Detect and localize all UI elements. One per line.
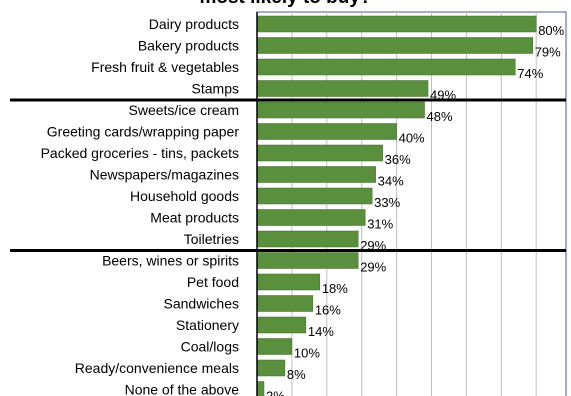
category-label: Ready/convenience meals (75, 360, 239, 376)
value-label: 80% (538, 23, 564, 38)
bar (256, 230, 359, 248)
category-label: Dairy products (149, 16, 239, 32)
value-label: 18% (322, 281, 348, 296)
category-label: Packed groceries - tins, packets (41, 145, 239, 161)
value-label: 40% (399, 131, 425, 146)
bar (256, 381, 265, 396)
bar (256, 316, 307, 334)
bar (256, 359, 286, 377)
value-label: 74% (517, 66, 543, 81)
category-label: Newspapers/magazines (90, 167, 239, 183)
chart-title: most likely to buy? (0, 0, 571, 9)
bar (256, 15, 537, 33)
category-label: Toiletries (184, 231, 239, 247)
category-label: Coal/logs (181, 339, 239, 355)
value-label: 33% (374, 195, 400, 210)
bar (256, 80, 429, 97)
value-label: 36% (385, 152, 411, 167)
bar (256, 338, 293, 355)
bar (256, 187, 373, 205)
value-label: 2% (266, 389, 285, 396)
category-label: Beers, wines or spirits (102, 253, 239, 269)
value-label: 10% (294, 346, 320, 361)
value-label: 34% (378, 174, 404, 189)
bar (256, 295, 314, 312)
bar (256, 209, 366, 226)
category-label: Fresh fruit & vegetables (91, 59, 239, 75)
category-label: Stationery (176, 317, 239, 333)
bar (256, 37, 533, 54)
bar (256, 252, 359, 269)
category-label: None of the above (125, 382, 240, 396)
value-label: 31% (367, 217, 393, 232)
bar (256, 58, 516, 76)
category-label: Stamps (192, 81, 239, 97)
category-label: Meat products (150, 210, 239, 226)
value-label: 29% (360, 260, 386, 275)
bar (256, 144, 383, 162)
value-label: 8% (287, 367, 306, 382)
value-label: 16% (315, 303, 341, 318)
value-label: 48% (427, 109, 453, 124)
bar (256, 101, 425, 119)
category-label: Greeting cards/wrapping paper (47, 124, 240, 140)
bar (256, 166, 376, 183)
category-label: Sweets/ice cream (129, 102, 239, 118)
category-label: Sandwiches (164, 296, 240, 312)
category-label: Pet food (187, 274, 239, 290)
category-label: Household goods (130, 188, 239, 204)
category-label: Bakery products (138, 38, 239, 54)
bar (256, 123, 397, 140)
value-label: 79% (535, 45, 561, 60)
bar (256, 273, 321, 291)
value-label: 14% (308, 324, 334, 339)
